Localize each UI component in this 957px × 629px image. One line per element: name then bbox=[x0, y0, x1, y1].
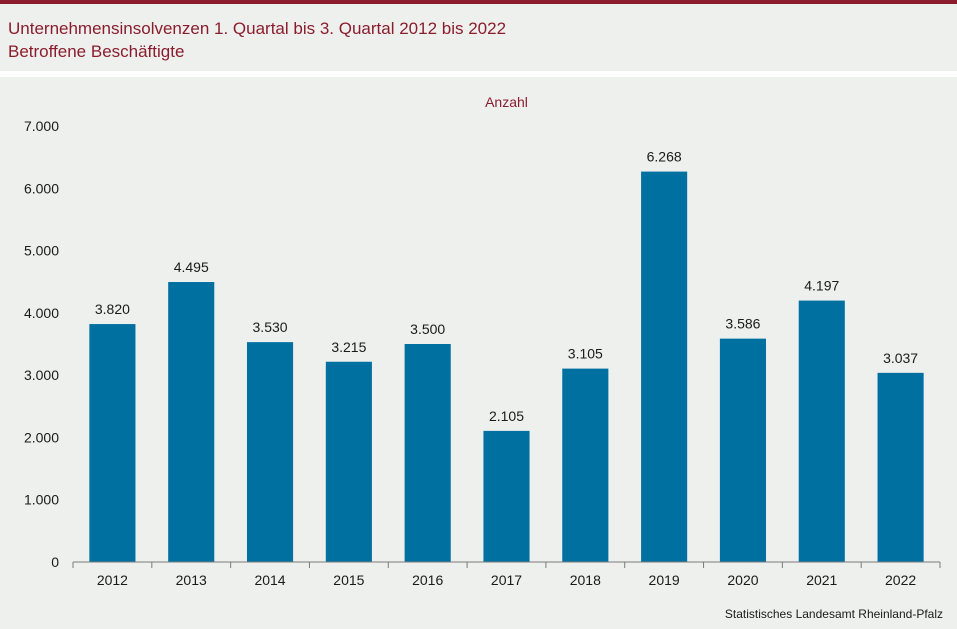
x-tick-label: 2015 bbox=[333, 572, 364, 588]
x-tick-label: 2020 bbox=[727, 572, 758, 588]
chart-panel: Anzahl 0 1.000 2.000 3.000 4.000 5.000 6.000 7.0… bbox=[0, 77, 957, 629]
source-note: Statistisches Landesamt Rheinland-Pfalz bbox=[724, 607, 943, 621]
y-tick-label: 0 bbox=[51, 554, 59, 570]
bar-2017 bbox=[483, 430, 530, 562]
bar-2022 bbox=[877, 372, 924, 562]
x-tick-label: 2018 bbox=[570, 572, 601, 588]
x-tick-label: 2021 bbox=[806, 572, 837, 588]
chart-title: Unternehmensinsolvenzen 1. Quartal bis 3… bbox=[8, 19, 507, 38]
unit-label: Anzahl bbox=[485, 94, 528, 110]
bar-2015 bbox=[325, 361, 372, 562]
bar-2014 bbox=[246, 342, 294, 562]
x-tick-label: 2022 bbox=[885, 572, 916, 588]
y-tick-label: 7.000 bbox=[24, 118, 59, 134]
data-label-2012: 3.820 bbox=[95, 301, 130, 317]
data-label-2017: 2.105 bbox=[489, 408, 524, 424]
bar-2019 bbox=[641, 171, 688, 562]
y-tick-label: 2.000 bbox=[24, 429, 59, 445]
bar-2013 bbox=[168, 282, 215, 562]
bar-chart: Anzahl 0 1.000 2.000 3.000 4.000 5.000 6.000 7.0… bbox=[24, 94, 941, 588]
chart-header: Unternehmensinsolvenzen 1. Quartal bis 3… bbox=[0, 4, 957, 71]
y-tick-label: 5.000 bbox=[24, 243, 59, 259]
data-label-2015: 3.215 bbox=[331, 339, 366, 355]
header-divider bbox=[0, 71, 957, 77]
bar-2020 bbox=[719, 338, 767, 562]
top-accent-bar bbox=[0, 0, 957, 4]
x-tick-label: 2014 bbox=[254, 572, 285, 588]
bar-2012 bbox=[89, 324, 136, 562]
data-label-2018: 3.105 bbox=[568, 346, 603, 362]
y-tick-label: 3.000 bbox=[24, 367, 59, 383]
data-label-2021: 4.197 bbox=[804, 278, 839, 294]
x-tick-label: 2017 bbox=[491, 572, 522, 588]
data-label-2013: 4.495 bbox=[174, 259, 209, 275]
bar-2021 bbox=[798, 300, 845, 562]
bar-2018 bbox=[562, 368, 609, 562]
x-tick-label: 2019 bbox=[649, 572, 680, 588]
y-tick-label: 6.000 bbox=[24, 180, 59, 196]
x-tick-label: 2012 bbox=[97, 572, 128, 588]
data-label-2014: 3.530 bbox=[253, 319, 288, 335]
y-tick-label: 4.000 bbox=[24, 305, 59, 321]
x-tick-label: 2016 bbox=[412, 572, 443, 588]
data-label-2019: 6.268 bbox=[647, 149, 682, 165]
chart-subtitle: Betroffene Beschäftigte bbox=[8, 42, 185, 61]
x-tick-label: 2013 bbox=[176, 572, 207, 588]
data-label-2022: 3.037 bbox=[883, 350, 918, 366]
data-label-2020: 3.586 bbox=[725, 316, 760, 332]
bar-2016 bbox=[404, 344, 451, 562]
data-label-2016: 3.500 bbox=[410, 321, 445, 337]
y-tick-label: 1.000 bbox=[24, 492, 59, 508]
